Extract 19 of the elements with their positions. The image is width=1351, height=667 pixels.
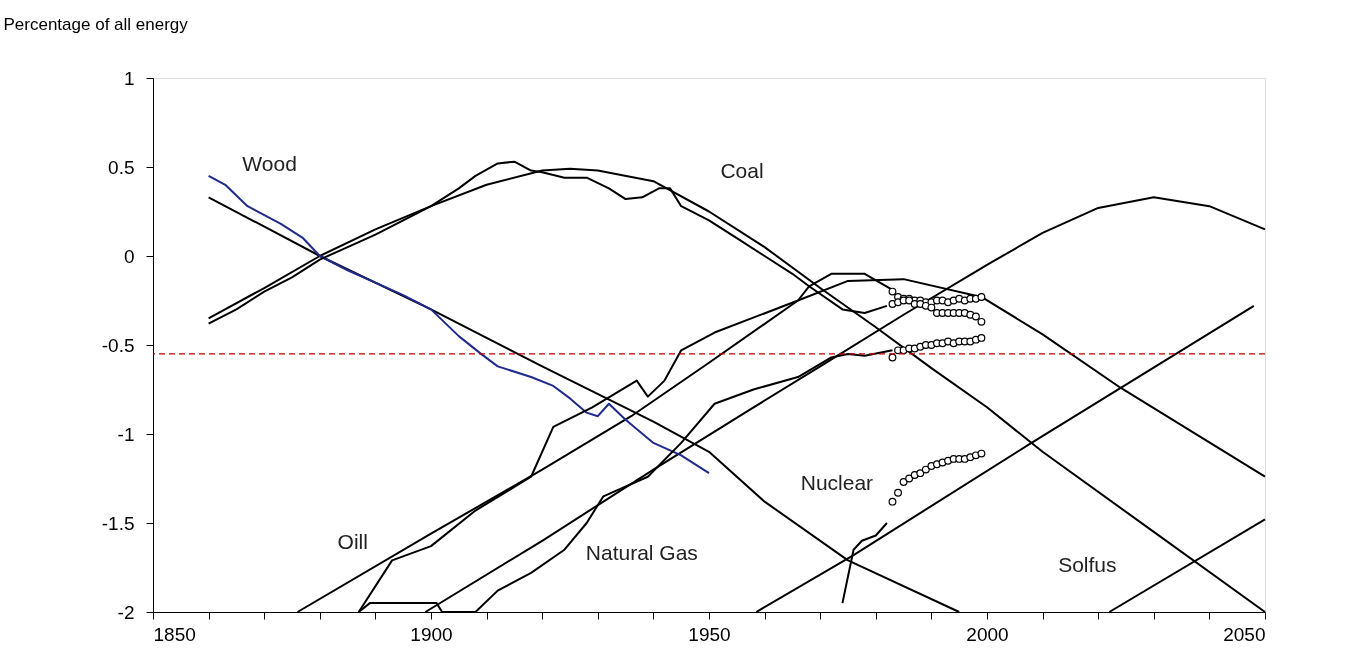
x-tick-label: 1900 bbox=[410, 623, 453, 645]
x-tick-label: 1950 bbox=[688, 623, 731, 645]
series-label: Coal bbox=[720, 159, 764, 183]
x-tick-label: 1850 bbox=[153, 623, 196, 645]
y-tick-label: 0 bbox=[123, 245, 135, 267]
series-label: Wood bbox=[242, 151, 297, 175]
x-tick-label: 2000 bbox=[966, 623, 1009, 645]
y-tick-label: -2 bbox=[117, 601, 135, 623]
y-tick-label: -1 bbox=[117, 423, 135, 445]
y-tick-label: -1.5 bbox=[101, 512, 135, 534]
series-label: Oill bbox=[337, 530, 368, 553]
y-tick-label: -0.5 bbox=[101, 334, 135, 356]
x-tick-label: 2050 bbox=[1223, 623, 1266, 645]
series-label: Solfus bbox=[1058, 553, 1117, 576]
series-label: Nuclear bbox=[800, 471, 874, 494]
y-axis-title: Percentage of all energy bbox=[3, 14, 189, 34]
y-tick-label: 0.5 bbox=[108, 156, 135, 178]
series-label: Natural Gas bbox=[585, 540, 698, 564]
y-tick-label: 1 bbox=[123, 67, 135, 89]
